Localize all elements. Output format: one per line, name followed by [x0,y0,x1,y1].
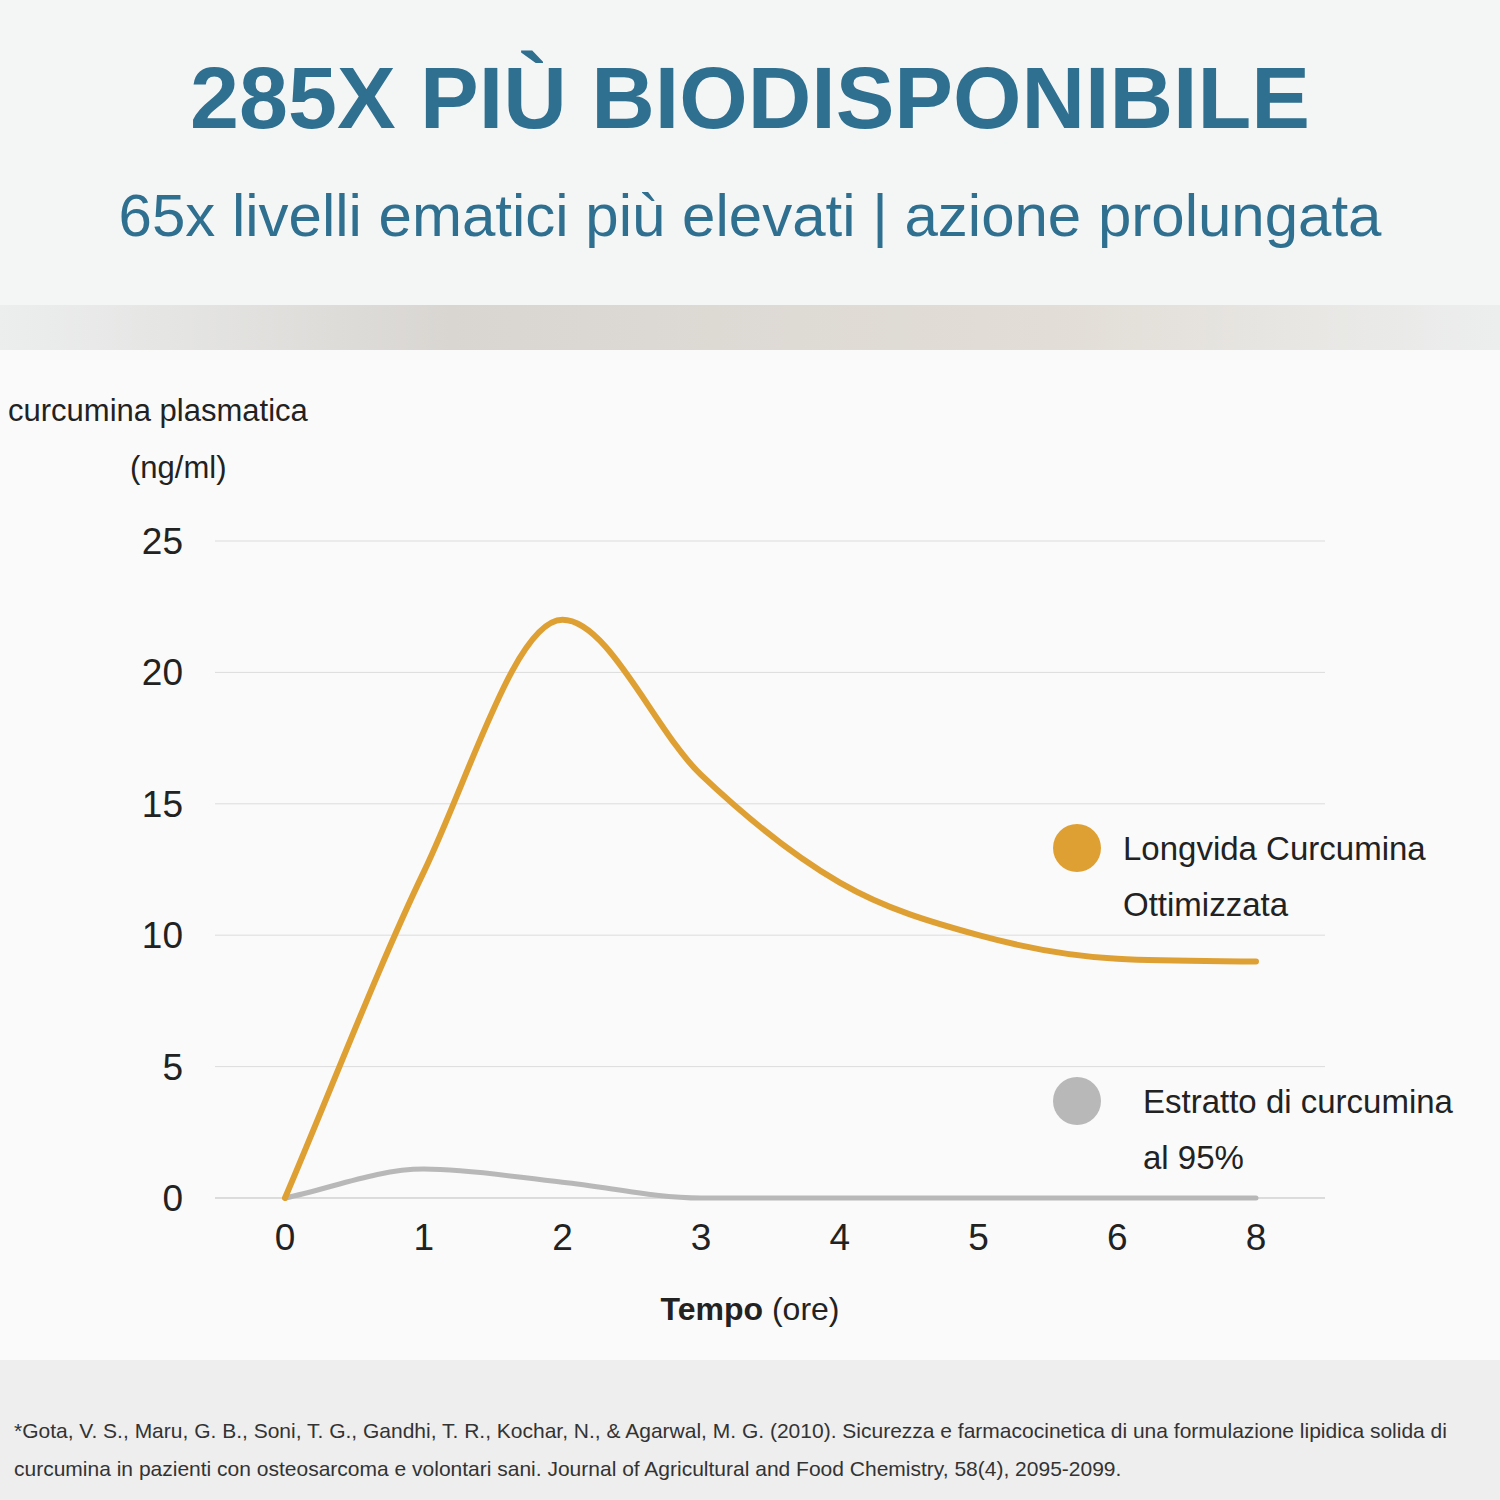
grid-line [215,1066,1325,1067]
x-axis-title-part: (ore) [763,1291,839,1327]
x-axis-title: Tempo (ore) [661,1291,840,1327]
x-axis-title-part: Tempo [661,1291,764,1327]
y-tick-label: 5 [162,1047,183,1088]
y-axis-title: curcumina plasmatica (ng/ml) [8,393,309,485]
subtitle: 65x livelli ematici più elevati | azione… [119,182,1383,249]
x-tick-label: 5 [968,1217,989,1258]
text-line: Estratto di curcumina [1143,1083,1454,1120]
text-line: Longvida Curcumina [1123,830,1426,867]
y-tick-label: 25 [142,521,183,562]
y-tick-label: 20 [142,652,183,693]
legend-label: Estratto di curcumina al 95% [1143,1083,1454,1176]
lines [285,620,1256,1198]
x-tick-label: 0 [275,1217,296,1258]
grid-line [215,541,1325,542]
grid-line [215,935,1325,936]
footnote: *Gota, V. S., Maru, G. B., Soni, T. G., … [14,1419,1447,1480]
grid-line [215,803,1325,804]
legend-swatch [1053,1077,1101,1125]
text-line: *Gota, V. S., Maru, G. B., Soni, T. G., … [14,1419,1447,1442]
text-line: al 95% [1143,1139,1244,1176]
title: 285X PIÙ BIODISPONIBILE [190,48,1310,147]
series-line [285,1169,1256,1198]
text-line: curcumina in pazienti con osteosarcoma e… [14,1457,1121,1480]
y-tick-label: 0 [162,1178,183,1219]
footer-background [0,1360,1500,1500]
header-band [0,305,1500,350]
y-axis-title-line: (ng/ml) [130,450,226,485]
y-tick-label: 15 [142,784,183,825]
x-tick-label: 6 [1107,1217,1128,1258]
x-tick-label: 3 [691,1217,712,1258]
plot-background [0,350,1500,1360]
x-tick-label: 8 [1246,1217,1267,1258]
grid-line [215,672,1325,673]
y-axis-title-line: curcumina plasmatica [8,393,309,428]
legend-label: Longvida Curcumina Ottimizzata [1123,830,1426,923]
x-tick-label: 4 [830,1217,851,1258]
header-background [0,0,1500,305]
text-line: Ottimizzata [1123,886,1289,923]
legend-swatch [1053,824,1101,872]
x-tick-label: 1 [413,1217,434,1258]
y-tick-label: 10 [142,915,183,956]
x-tick-label: 2 [552,1217,573,1258]
series-line [285,620,1256,1198]
chart: 285X PIÙ BIODISPONIBILE 65x livelli emati… [0,0,1500,1500]
